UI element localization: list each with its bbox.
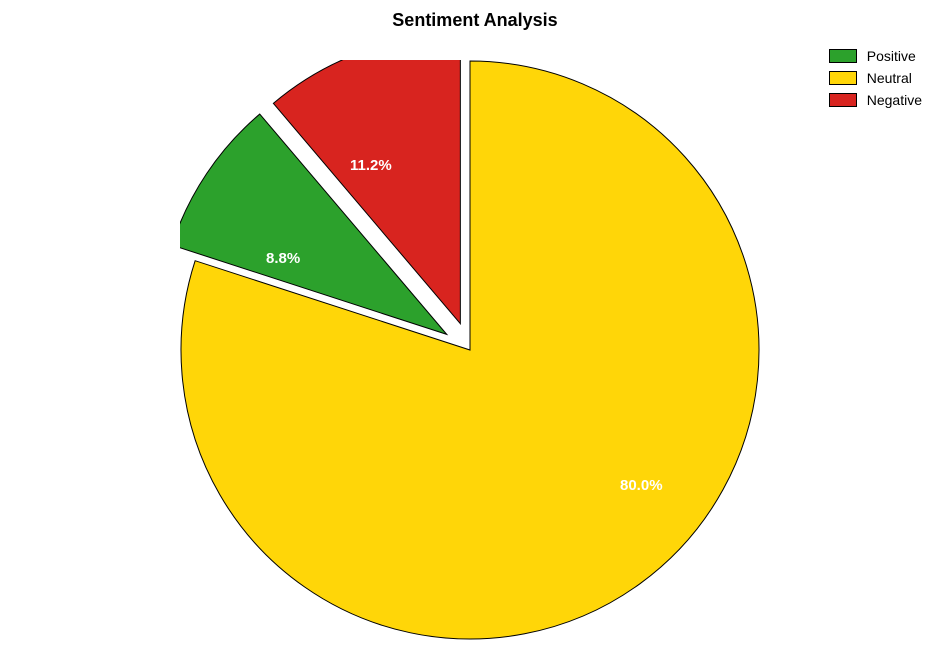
legend-label: Neutral [867,70,912,86]
legend-swatch [829,71,857,85]
chart-title: Sentiment Analysis [392,10,557,31]
legend-label: Positive [867,48,916,64]
legend-label: Negative [867,92,922,108]
chart-legend: Positive Neutral Negative [829,48,922,114]
legend-item-negative: Negative [829,92,922,108]
legend-swatch [829,93,857,107]
slice-label-positive: 8.8% [266,250,300,267]
legend-item-neutral: Neutral [829,70,922,86]
legend-item-positive: Positive [829,48,922,64]
pie-chart [180,60,760,640]
slice-label-neutral: 80.0% [620,477,663,494]
slice-label-negative: 11.2% [350,157,392,174]
legend-swatch [829,49,857,63]
